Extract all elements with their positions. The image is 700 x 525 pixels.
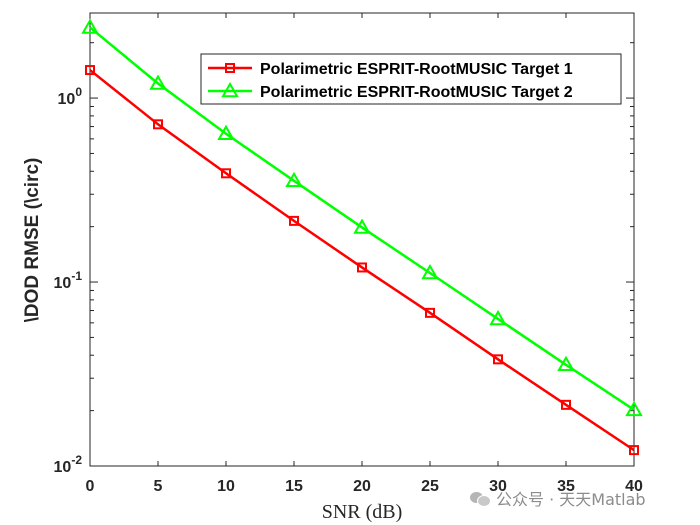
x-tick-label: 15	[285, 478, 303, 495]
data-point	[625, 400, 643, 417]
legend-box	[200, 53, 622, 105]
x-tick-label: 25	[421, 478, 439, 495]
series-2	[81, 18, 643, 417]
data-point	[149, 74, 167, 90]
y-tick-label: 10-2	[54, 453, 83, 476]
y-tick-label: 100	[58, 85, 83, 108]
y-tick-exponent: 0	[75, 85, 82, 99]
wechat-icon	[470, 490, 491, 507]
series-layer	[81, 18, 643, 456]
data-point	[421, 263, 439, 280]
x-tick-label: 30	[489, 478, 507, 495]
legend: Polarimetric ESPRIT-RootMUSIC Target 1 Po…	[200, 53, 622, 105]
y-tick-label: 10-1	[54, 269, 83, 292]
data-point	[217, 124, 235, 140]
data-point	[289, 215, 299, 226]
data-point	[357, 262, 367, 273]
data-point	[85, 65, 95, 76]
data-point	[493, 354, 503, 365]
x-tick-labels: 0 5 10 15 20 25 30 35 40	[86, 478, 643, 495]
x-tick-label: 5	[154, 478, 163, 495]
data-point	[561, 399, 571, 410]
watermark-text: 公众号 · 天天Matlab	[496, 490, 646, 509]
series-1	[85, 65, 639, 456]
x-tick-label: 40	[625, 478, 643, 495]
data-point	[557, 355, 575, 372]
x-tick-label: 0	[86, 478, 95, 495]
legend-item: Polarimetric ESPRIT-RootMUSIC Target 1	[208, 61, 573, 78]
y-tick-base: 10	[54, 459, 72, 476]
axis-ticks	[89, 13, 635, 467]
legend-marker	[221, 81, 239, 98]
x-tick-label: 10	[217, 478, 235, 495]
series-line	[89, 69, 635, 452]
data-point	[81, 18, 99, 34]
data-point	[425, 307, 435, 318]
data-point	[353, 218, 371, 234]
x-axis-label: SNR (dB)	[322, 501, 403, 523]
legend-label: Polarimetric ESPRIT-RootMUSIC Target 2	[260, 84, 573, 101]
x-tick-label: 35	[557, 478, 575, 495]
data-point	[221, 168, 231, 179]
watermark: 公众号 · 天天Matlab	[470, 486, 646, 510]
data-point	[153, 119, 163, 130]
data-point	[629, 445, 639, 456]
legend-item: Polarimetric ESPRIT-RootMUSIC Target 2	[208, 81, 573, 101]
y-tick-base: 10	[58, 91, 76, 108]
data-point	[285, 171, 303, 188]
legend-marker	[225, 63, 235, 73]
x-tick-label: 20	[353, 478, 371, 495]
y-tick-base: 10	[54, 275, 72, 292]
y-axis-label: \DOD RMSE (\circ)	[22, 158, 43, 323]
y-tick-exponent: -2	[71, 453, 82, 467]
data-point	[489, 309, 507, 326]
series-line	[89, 26, 635, 411]
legend-label: Polarimetric ESPRIT-RootMUSIC Target 1	[260, 61, 573, 78]
y-tick-exponent: -1	[71, 269, 82, 283]
